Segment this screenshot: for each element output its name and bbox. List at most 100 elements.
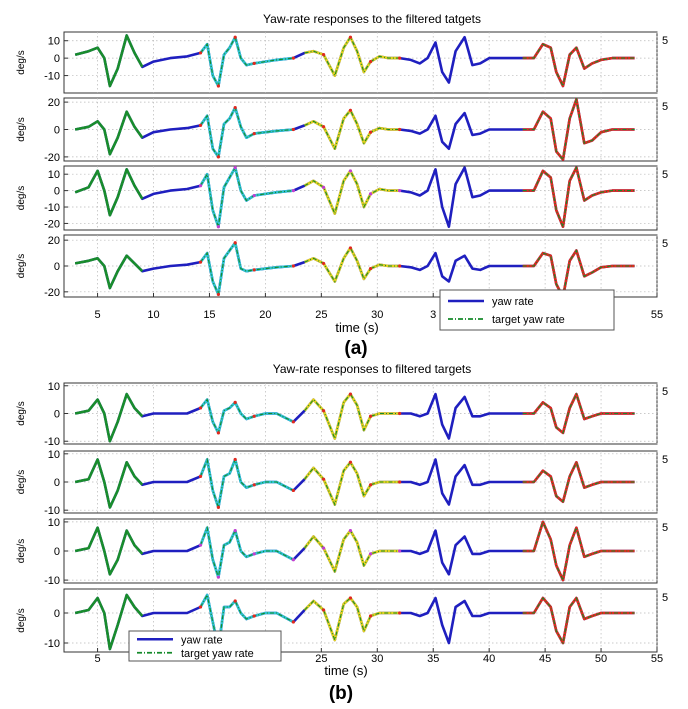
y-axis-label: deg/s [16, 539, 27, 563]
subplot-4: 20 0 -20 deg/s 5 [16, 234, 668, 299]
subplot-2: 20 0 -20 deg/s 5 [16, 97, 668, 164]
y-tick-label: 0 [54, 608, 60, 620]
y-tick-label: 20 [48, 97, 60, 109]
data-point [198, 184, 203, 188]
legend-label-yaw-rate: yaw rate [181, 634, 223, 646]
data-point [198, 605, 203, 609]
legend-box [128, 630, 282, 662]
x-tick-label: 25 [315, 309, 327, 321]
target-yaw-rate-line [304, 393, 400, 441]
y-axis-label: deg/s [16, 254, 27, 278]
data-point [368, 60, 373, 64]
data-point [198, 260, 203, 264]
y-tick-label: -10 [44, 575, 60, 587]
x-tick-label: 5 [95, 653, 101, 665]
right-side-label: 5 [662, 522, 668, 534]
target-yaw-rate-line [304, 597, 400, 642]
y-tick-label: 0 [54, 53, 60, 65]
data-point [398, 127, 402, 132]
data-point [252, 483, 256, 487]
data-point [291, 127, 295, 132]
data-point [321, 477, 326, 481]
figure-a-title: Yaw-rate responses to the filtered tatge… [263, 12, 481, 26]
data-point [216, 431, 221, 435]
y-tick-label: -10 [44, 638, 60, 650]
right-side-label: 5 [662, 35, 668, 47]
data-point [348, 35, 353, 39]
data-point [321, 261, 326, 266]
target-yaw-rate-line [304, 246, 400, 283]
target-yaw-rate-line [522, 43, 635, 88]
data-point [252, 552, 256, 556]
data-point [216, 225, 221, 229]
data-point [233, 400, 237, 405]
x-tick-label: 25 [315, 653, 327, 665]
y-tick-label: -10 [44, 436, 60, 448]
data-point [233, 35, 237, 39]
data-point [216, 292, 221, 297]
subplot-3: 10 0 -10 deg/s 5 [16, 517, 668, 587]
right-side-label: 5 [662, 454, 668, 466]
x-tick-label: 30 [371, 309, 383, 321]
data-point [321, 53, 326, 57]
y-tick-label: -10 [44, 71, 60, 83]
x-tick-label: 3 [430, 309, 436, 321]
data-point [368, 130, 373, 134]
y-tick-label: -20 [44, 287, 60, 299]
data-point [252, 414, 256, 418]
data-point [252, 193, 256, 198]
y-tick-label: 0 [54, 125, 60, 137]
x-tick-label: 40 [483, 653, 495, 665]
y-tick-label: 0 [54, 409, 60, 421]
subplot-4: 0 -10 deg/s 5 [16, 588, 668, 653]
legend-label-target: target yaw rate [181, 648, 254, 660]
y-tick-label: 0 [54, 261, 60, 273]
right-side-label: 5 [662, 238, 668, 250]
data-point [198, 474, 203, 478]
data-point [348, 108, 353, 112]
data-point [252, 268, 256, 272]
data-point [252, 614, 256, 618]
target-yaw-rate-line [199, 525, 294, 578]
target-yaw-rate-line [75, 392, 143, 444]
subplot-1: 10 0 -10 deg/s 5 [16, 381, 668, 448]
y-tick-label: 20 [48, 235, 60, 247]
y-tick-label: 10 [48, 517, 60, 529]
x-tick-label: 30 [371, 653, 383, 665]
data-point [291, 264, 295, 268]
figure-b-title: Yaw-rate responses to filtered targets [273, 362, 472, 376]
subplot-1: 10 0 -10 deg/s 5 [16, 31, 668, 94]
figure-a-xlabel: time (s) [335, 320, 378, 335]
subplot-3: 10 0 -10 -20 deg/s 5 [16, 165, 668, 231]
target-yaw-rate-line [304, 109, 400, 151]
data-point [198, 123, 203, 127]
data-point [348, 246, 353, 250]
y-tick-label: -10 [44, 505, 60, 517]
data-point [398, 264, 402, 268]
right-side-label: 5 [662, 592, 668, 604]
target-yaw-rate-line [522, 596, 635, 645]
data-point [368, 614, 373, 618]
data-point [198, 406, 203, 410]
data-point [233, 599, 237, 603]
figure-b-caption: (b) [329, 683, 353, 704]
data-point [216, 155, 221, 159]
target-yaw-rate-line [75, 593, 143, 650]
data-point [233, 241, 237, 245]
data-point [233, 166, 237, 170]
data-point [216, 84, 221, 88]
y-axis-label: deg/s [16, 186, 27, 210]
data-point [291, 56, 295, 60]
figure-b: Yaw-rate responses to filtered targets 1… [16, 362, 668, 704]
y-tick-label: 10 [48, 36, 60, 48]
data-point [398, 611, 402, 615]
target-yaw-rate-line [304, 36, 400, 78]
data-point [348, 460, 353, 464]
data-point [398, 56, 402, 60]
data-point [368, 192, 373, 196]
data-point [233, 105, 237, 110]
x-tick-label: 10 [147, 309, 159, 321]
right-side-label: 5 [662, 101, 668, 113]
legend: yaw rate target yaw rate [128, 630, 282, 662]
